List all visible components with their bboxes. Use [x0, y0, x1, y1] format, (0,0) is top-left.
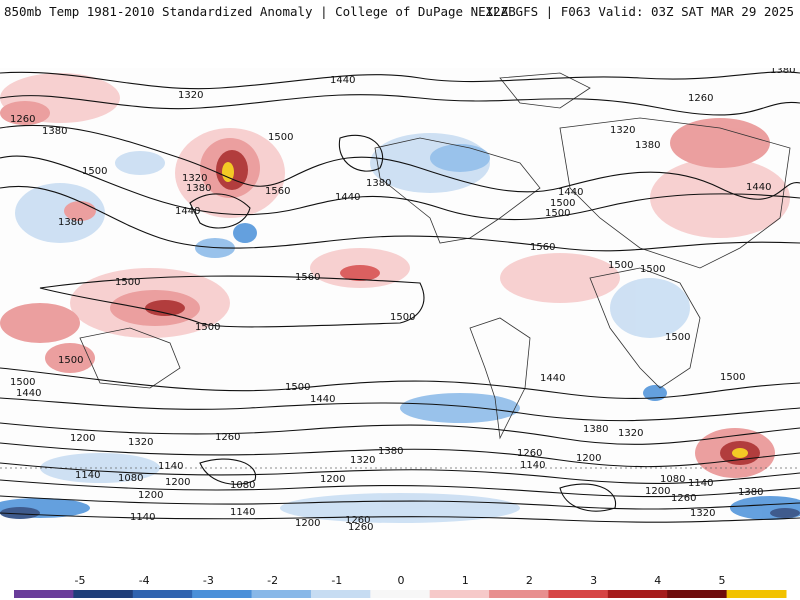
contour-label: 1380 — [58, 217, 83, 228]
colorbar-tick-label: -4 — [139, 574, 150, 587]
contour-label: 1140 — [520, 460, 545, 471]
contour-label: 1260 — [688, 93, 713, 104]
contour-label: 1200 — [576, 453, 601, 464]
contour-label: 1080 — [230, 480, 255, 491]
contour-label: 1500 — [285, 382, 310, 393]
colorbar-tick-label: 3 — [590, 574, 597, 587]
contour-label: 1380 — [366, 178, 391, 189]
contour-label: 1260 — [10, 114, 35, 125]
model-run-info: 12Z GFS | F063 Valid: 03Z SAT MAR 29 202… — [485, 4, 794, 19]
contour-label: 1080 — [660, 474, 685, 485]
contour-label: 1320 — [178, 90, 203, 101]
colorbar-segment — [251, 590, 312, 598]
colorbar-segments — [14, 590, 787, 598]
continent-outlines — [0, 72, 800, 469]
contour-label: 1140 — [75, 470, 100, 481]
contour-label: 1500 — [115, 277, 140, 288]
colorbar: -5 -4 -3 -2 -1 0 1 2 3 4 5 — [14, 574, 787, 598]
contour-label: 1320 — [128, 437, 153, 448]
contour-label: 1560 — [530, 242, 555, 253]
contour-label: 1200 — [138, 490, 163, 501]
contour-label: 1140 — [688, 478, 713, 489]
contour-label: 1260 — [345, 515, 370, 526]
colorbar-segment — [667, 590, 728, 598]
contour-label: 1440 — [310, 394, 335, 405]
contour-label: 1500 — [545, 208, 570, 219]
colorbar-segment — [14, 590, 74, 598]
contour-label: 1200 — [320, 474, 345, 485]
colorbar-segment — [607, 590, 668, 598]
contour-label: 1140 — [130, 512, 155, 523]
contour-label: 1320 — [182, 173, 207, 184]
contour-label: 1320 — [610, 125, 635, 136]
colorbar-segment — [132, 590, 193, 598]
contour-label: 1440 — [175, 206, 200, 217]
contour-label: 1500 — [608, 260, 633, 271]
contour-label: 1380 — [378, 446, 403, 457]
contour-label: 1200 — [165, 477, 190, 488]
contour-label: 1260 — [671, 493, 696, 504]
colorbar-tick-label: 2 — [526, 574, 533, 587]
colorbar-tick-label: -2 — [267, 574, 278, 587]
contour-label: 1500 — [390, 312, 415, 323]
colorbar-tick-label: 4 — [654, 574, 661, 587]
contour-label: 1380 — [42, 126, 67, 137]
colorbar-segment — [310, 590, 371, 598]
height-contours — [0, 71, 800, 523]
contour-label: 1380 — [583, 424, 608, 435]
colorbar-segment — [370, 590, 431, 598]
colorbar-segment — [192, 590, 253, 598]
contour-label: 1320 — [618, 428, 643, 439]
contour-label: 1320 — [690, 508, 715, 519]
contour-label: 1380 — [770, 68, 795, 76]
map-title: 850mb Temp 1981-2010 Standardized Anomal… — [4, 4, 516, 19]
contour-label: 1500 — [82, 166, 107, 177]
contour-label: 1140 — [158, 461, 183, 472]
contour-label: 1500 — [268, 132, 293, 143]
colorbar-segment — [726, 590, 787, 598]
colorbar-segment — [73, 590, 134, 598]
contour-label: 1260 — [517, 448, 542, 459]
colorbar-tick-label: -5 — [75, 574, 86, 587]
contour-label: 1440 — [558, 187, 583, 198]
contour-label: 1500 — [10, 377, 35, 388]
contour-label: 1500 — [550, 198, 575, 209]
contour-label: 1200 — [645, 486, 670, 497]
colorbar-tick-label: -1 — [331, 574, 342, 587]
colorbar-tick-label: 1 — [462, 574, 469, 587]
contour-label: 1440 — [335, 192, 360, 203]
contour-label: 1380 — [738, 487, 763, 498]
colorbar-segment — [548, 590, 609, 598]
contour-label: 1500 — [720, 372, 745, 383]
contour-label: 1500 — [665, 332, 690, 343]
contour-label: 1320 — [350, 455, 375, 466]
contour-label: 1440 — [540, 373, 565, 384]
contour-label: 1140 — [230, 507, 255, 518]
contour-label: 1560 — [265, 186, 290, 197]
contour-label: 1200 — [295, 518, 320, 529]
colorbar-tick-label: 5 — [719, 574, 726, 587]
contour-label: 1440 — [330, 75, 355, 86]
contour-label: 1260 — [348, 522, 373, 530]
contour-label: 1560 — [295, 272, 320, 283]
contour-label: 1260 — [215, 432, 240, 443]
contour-label: 1500 — [58, 355, 83, 366]
contour-label: 1440 — [16, 388, 41, 399]
colorbar-tick-label: -3 — [203, 574, 214, 587]
contour-label: 1440 — [746, 182, 771, 193]
contour-label: 1080 — [118, 473, 143, 484]
colorbar-ticks: -5 -4 -3 -2 -1 0 1 2 3 4 5 — [75, 574, 726, 587]
colorbar-segment — [429, 590, 490, 598]
colorbar-segment — [489, 590, 549, 598]
colorbar-tick-label: 0 — [398, 574, 405, 587]
contour-label: 1200 — [70, 433, 95, 444]
anomaly-map: 1320 1260 1380 1440 1500 1320 1380 1440 … — [0, 68, 800, 530]
contour-label: 1380 — [186, 183, 211, 194]
anomaly-shading — [0, 73, 800, 523]
contour-labels: 1320 1260 1380 1440 1500 1320 1380 1440 … — [10, 68, 795, 530]
contour-label: 1380 — [635, 140, 660, 151]
contour-label: 1500 — [640, 264, 665, 275]
contour-label: 1500 — [195, 322, 220, 333]
